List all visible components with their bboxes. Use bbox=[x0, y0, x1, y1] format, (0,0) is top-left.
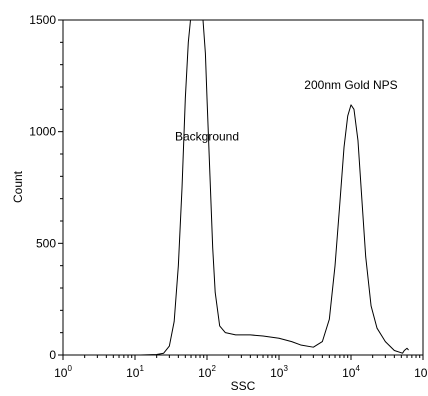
series-line bbox=[63, 19, 409, 356]
x-tick-exponent: 1 bbox=[139, 364, 144, 373]
y-tick-label: 0 bbox=[49, 348, 56, 362]
y-axis-label: Count bbox=[11, 170, 25, 203]
x-tick-base: 10 bbox=[414, 366, 428, 380]
y-tick-label: 1000 bbox=[29, 125, 56, 139]
x-tick-label: 102 bbox=[198, 364, 216, 380]
x-tick-exponent: 0 bbox=[67, 364, 72, 373]
y-axis-ticks: 0 500 1000 1500 bbox=[29, 13, 63, 362]
annotation-label: Background bbox=[175, 130, 239, 144]
x-tick-exponent: 4 bbox=[355, 364, 360, 373]
x-tick-label: 103 bbox=[270, 364, 288, 380]
x-tick-label: 100 bbox=[54, 364, 72, 380]
annotations-group: Background 200nm Gold NPS bbox=[175, 78, 398, 143]
x-tick-label: 104 bbox=[342, 364, 360, 380]
x-axis-ticks: 100101102103104105 bbox=[54, 355, 428, 380]
x-tick-base: 10 bbox=[342, 366, 356, 380]
x-axis-label: SSC bbox=[231, 379, 256, 393]
series-group bbox=[63, 19, 409, 356]
plot-area bbox=[62, 19, 424, 356]
x-tick-base: 10 bbox=[198, 366, 212, 380]
y-tick-label: 1500 bbox=[29, 13, 56, 27]
annotation-label: 200nm Gold NPS bbox=[304, 78, 397, 92]
y-tick-label: 500 bbox=[36, 236, 56, 250]
x-tick-base: 10 bbox=[270, 366, 284, 380]
x-tick-exponent: 2 bbox=[211, 364, 216, 373]
x-tick-exponent: 3 bbox=[283, 364, 288, 373]
x-tick-base: 10 bbox=[126, 366, 140, 380]
x-tick-label: 105 bbox=[414, 364, 428, 380]
x-tick-base: 10 bbox=[54, 366, 68, 380]
x-tick-label: 101 bbox=[126, 364, 144, 380]
